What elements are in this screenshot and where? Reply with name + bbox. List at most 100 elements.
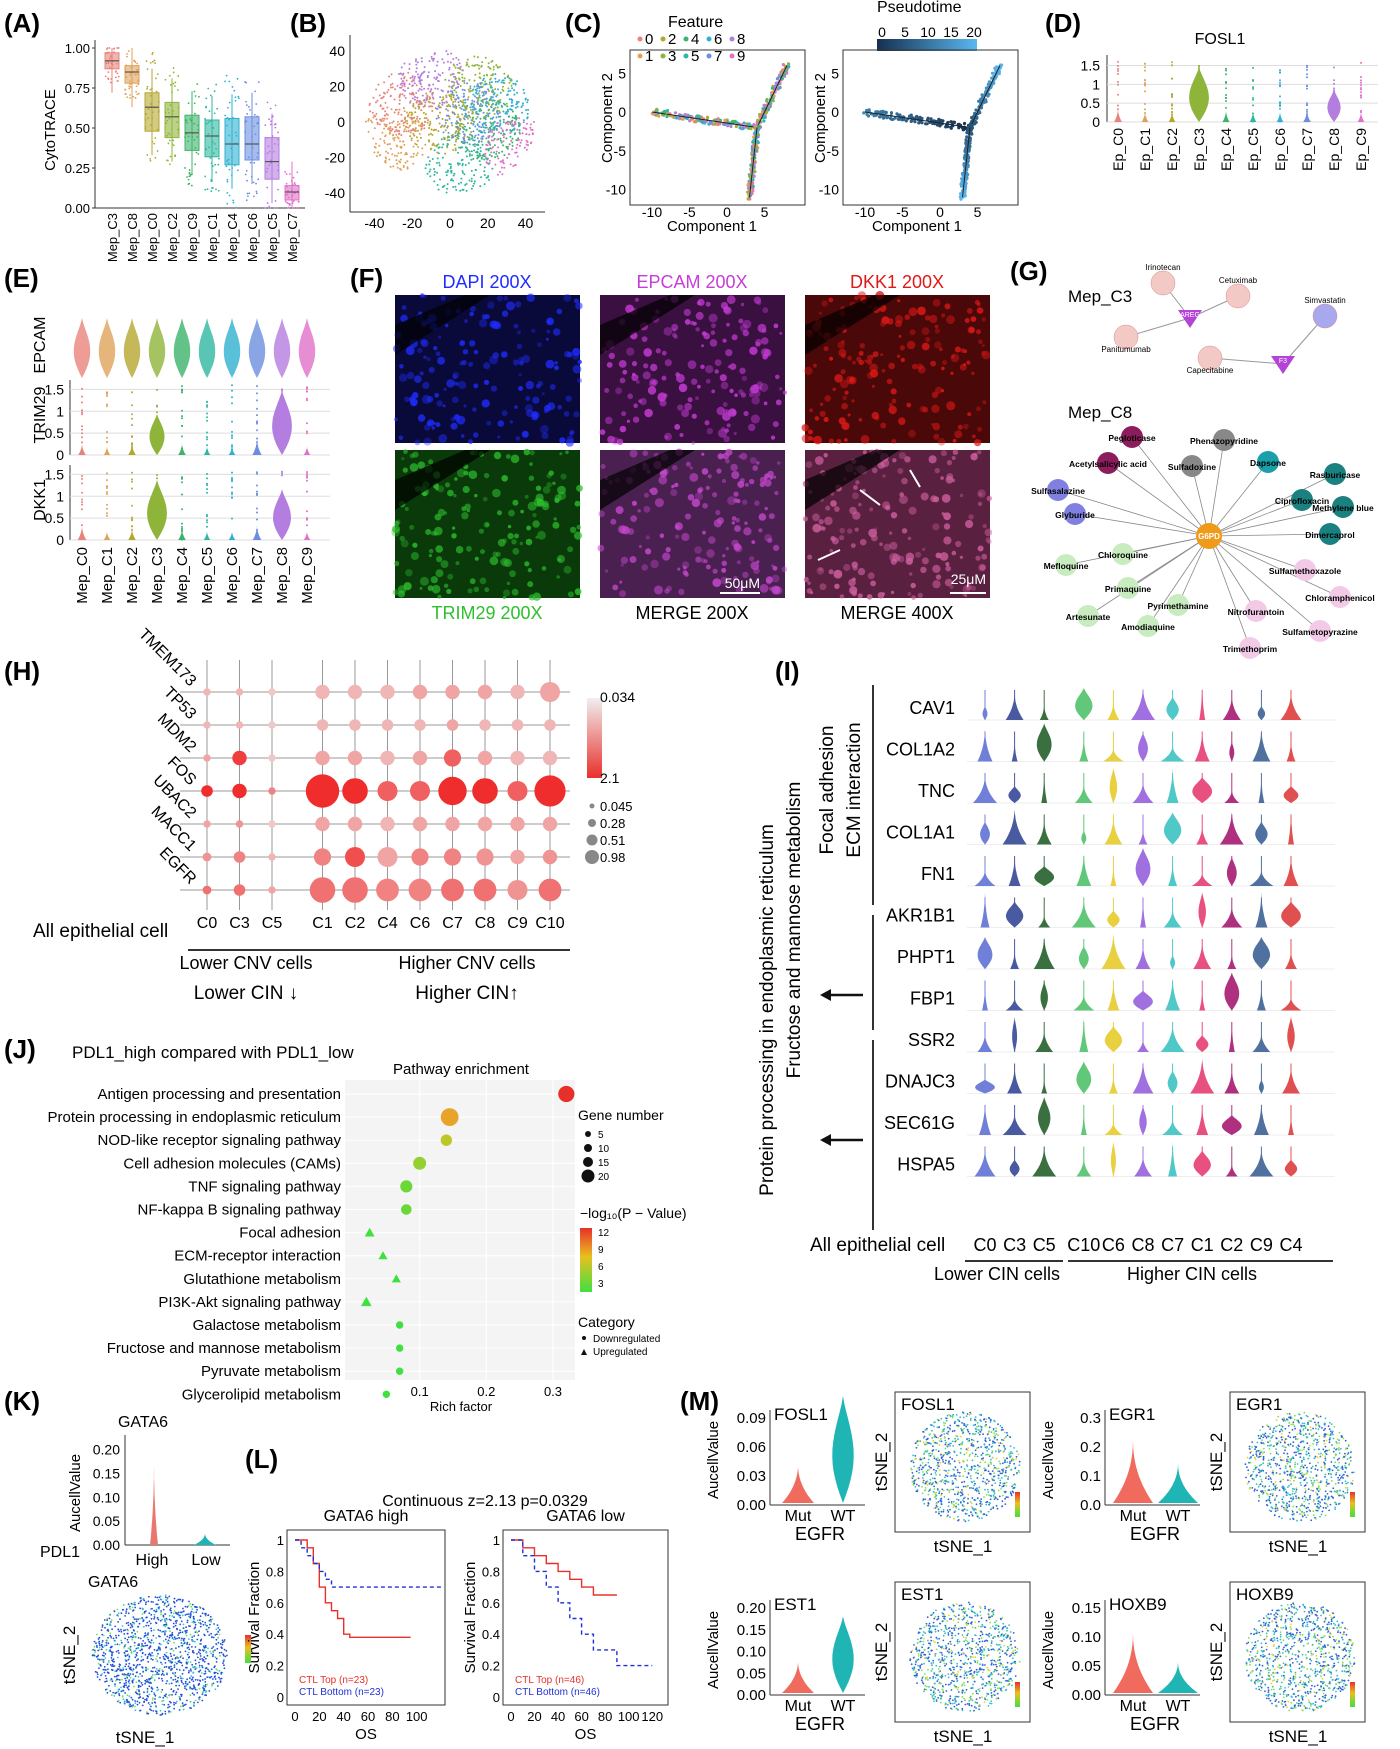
panel-b-point [446, 119, 449, 122]
panel-b-point [398, 108, 401, 111]
panel-b-point [385, 157, 387, 160]
panel-b-point [471, 116, 474, 119]
panel-f-cell [850, 543, 856, 548]
panel-b-point [458, 162, 461, 165]
panel-b-point [454, 140, 457, 143]
panel-e-outlier [81, 409, 83, 412]
panel-b-point [515, 139, 518, 142]
panel-f-cell [674, 482, 679, 488]
panel-d-outlier [1171, 96, 1173, 98]
panel-b-point [456, 162, 459, 165]
panel-e-outlier [306, 518, 308, 521]
panel-b-point [487, 90, 490, 92]
panel-b-point [523, 92, 526, 95]
panel-e-ytick: 0.5 [45, 510, 65, 526]
panel-a-point [137, 92, 140, 95]
panel-e-outlier [181, 508, 183, 511]
panel-c-ytick: -10 [606, 182, 626, 198]
panel-b-point [499, 124, 502, 126]
panel-f-cell [702, 530, 706, 535]
panel-e-outlier [306, 471, 308, 473]
panel-f-cell [866, 594, 873, 600]
panel-e-outlier [106, 491, 108, 494]
panel-f-cell [497, 510, 502, 516]
panel-c-point [665, 109, 670, 113]
panel-f-cell [650, 487, 658, 496]
panel-b-point [470, 187, 473, 190]
panel-f-cell [885, 505, 891, 511]
panel-c-ytick: 0 [618, 104, 626, 120]
panel-d-outlier [1360, 91, 1362, 94]
panel-b-point [503, 166, 506, 169]
panel-b-point [375, 112, 378, 115]
panel-b-point [414, 130, 417, 132]
panel-f-cell [722, 554, 726, 558]
panel-e-outlier [206, 412, 208, 415]
panel-f-cell [738, 318, 744, 324]
panel-h-dot [544, 719, 556, 731]
panel-a-box [144, 92, 160, 132]
panel-c-xtick: 5 [974, 204, 982, 220]
panel-b-point [399, 167, 401, 170]
panel-c-trajectory-line [969, 65, 1001, 128]
panel-e-outlier [231, 402, 233, 405]
panel-f-cell [691, 498, 701, 508]
panel-b-point [460, 107, 463, 110]
panel-b-point [496, 173, 499, 176]
panel-b-point [399, 83, 402, 86]
panel-h-dot [443, 848, 462, 866]
panel-b-point [448, 66, 451, 69]
panel-f-cell [507, 524, 512, 529]
panel-c-legend-label: 4 [691, 31, 699, 48]
panel-letter-I: (I) [775, 656, 800, 686]
panel-a-point [293, 182, 296, 184]
panel-b-point [462, 126, 465, 129]
panel-c-legend-dot [706, 53, 712, 59]
panel-f-cell [691, 413, 697, 419]
panel-e-xtick: Mep_C9 [299, 547, 316, 604]
panel-e-outlier [256, 490, 258, 493]
panel-d-outlier [1171, 107, 1173, 110]
panel-f-cell [729, 388, 734, 394]
panel-a-ylabel: CytoTRACE [42, 89, 59, 171]
panel-a-point [264, 124, 267, 127]
panel-b-point [480, 156, 483, 159]
panel-f-cell [446, 588, 452, 595]
panel-c-point [984, 98, 988, 102]
panel-c-point [733, 119, 737, 123]
panel-f-cell [575, 302, 583, 310]
panel-f-cell [773, 323, 779, 329]
panel-d-outlier [1333, 104, 1335, 106]
panel-e-outlier [156, 503, 158, 506]
panel-f-cell [984, 528, 993, 537]
panel-f-cell [978, 339, 983, 345]
panel-f-cell [420, 293, 425, 298]
panel-f-cell [959, 555, 964, 559]
panel-f-cell [678, 383, 688, 393]
panel-f-cell [756, 300, 762, 306]
panel-d-xtick: Ep_C9 [1353, 128, 1369, 171]
panel-i-gene-label: PHPT1 [897, 947, 955, 967]
panel-b-point [404, 117, 406, 120]
panel-h-dot [441, 878, 464, 902]
panel-c-xtick: -10 [642, 204, 662, 220]
panel-b-point [459, 122, 462, 125]
panel-f-cell [741, 375, 748, 382]
panel-e-xtick: Mep_C0 [74, 547, 91, 604]
panel-h-dot [235, 721, 244, 729]
panel-b-point [434, 87, 437, 90]
panel-f-cell [642, 450, 649, 457]
panel-a-xtick: Mep_C8 [125, 213, 140, 262]
panel-a-point [188, 169, 191, 171]
panel-b-point [477, 84, 479, 87]
panel-f-cell [565, 395, 572, 402]
panel-b-point [491, 131, 494, 134]
panel-b-point [491, 96, 494, 99]
panel-b-point [386, 106, 389, 109]
panel-letter-M: (M) [680, 1386, 719, 1416]
panel-b-point [433, 102, 436, 105]
panel-b-point [501, 159, 504, 162]
panel-b-point [518, 131, 521, 134]
panel-b-point [459, 125, 462, 128]
panel-f-cell [428, 548, 434, 554]
